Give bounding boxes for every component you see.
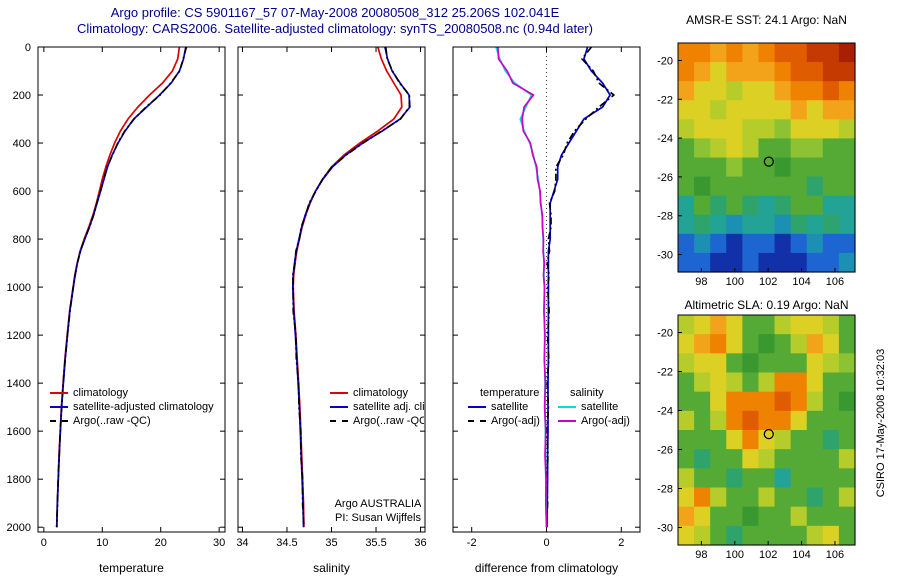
legend-label: Argo(-adj) <box>491 415 540 427</box>
legend-label: Argo(..raw -QC) <box>73 415 151 427</box>
annotation-line1: Argo AUSTRALIA <box>334 498 422 510</box>
legend-difference-salinity: salinity satellite Argo(-adj) <box>558 386 638 428</box>
svg-text:102: 102 <box>759 549 777 561</box>
figure-title-line1: Argo profile: CS 5901167_57 07-May-2008 … <box>110 5 560 20</box>
svg-text:-20: -20 <box>657 328 673 340</box>
svg-text:98: 98 <box>695 549 707 561</box>
svg-text:102: 102 <box>759 276 777 288</box>
svg-text:34: 34 <box>236 537 248 549</box>
argo-line-sample <box>558 420 576 422</box>
climatology-line-sample <box>330 392 348 394</box>
svg-text:-22: -22 <box>657 367 673 379</box>
legend-row: satellite adj. clim. <box>330 400 424 414</box>
svg-text:-22: -22 <box>657 94 673 106</box>
legend-temperature: climatology satellite-adjusted climatolo… <box>50 386 224 428</box>
legend-row: Argo(..raw -QC) <box>50 414 224 428</box>
temperature-axis-label: temperature <box>99 561 164 575</box>
svg-text:-2: -2 <box>467 537 477 549</box>
legend-row: Argo(-adj) <box>468 414 554 428</box>
climatology-line-sample <box>50 392 68 394</box>
svg-text:1600: 1600 <box>7 426 31 438</box>
svg-text:35: 35 <box>325 537 337 549</box>
satellite-line-sample <box>50 406 68 408</box>
svg-text:-30: -30 <box>657 250 673 262</box>
satellite-line-sample <box>468 406 486 408</box>
svg-text:106: 106 <box>826 276 844 288</box>
svg-text:104: 104 <box>792 549 810 561</box>
svg-text:-28: -28 <box>657 483 673 495</box>
legend-label: Argo(..raw -QC) <box>353 415 424 427</box>
svg-text:1400: 1400 <box>7 378 31 390</box>
satellite-line-sample <box>558 406 576 408</box>
sst-map-title: AMSR-E SST: 24.1 Argo: NaN <box>686 13 847 27</box>
legend-label: Argo(-adj) <box>581 415 630 427</box>
svg-text:10: 10 <box>96 537 108 549</box>
legend-label: satellite <box>581 401 619 413</box>
watermark-csiro: CSIRO 17-May-2008 10:32:03 <box>875 348 887 498</box>
salinity-axis-label: salinity <box>313 561 350 575</box>
legend-row: Argo(-adj) <box>558 414 638 428</box>
svg-text:200: 200 <box>13 90 31 102</box>
legend-row: climatology <box>330 386 424 400</box>
annotation-line2: PI: Susan Wijffels <box>335 512 421 524</box>
svg-text:100: 100 <box>726 549 744 561</box>
svg-text:100: 100 <box>726 276 744 288</box>
difference-axis-label: difference from climatology <box>474 561 619 575</box>
legend-row: satellite <box>558 400 638 414</box>
svg-text:0: 0 <box>543 537 549 549</box>
svg-text:-24: -24 <box>657 406 673 418</box>
svg-text:2000: 2000 <box>7 522 31 534</box>
svg-text:0: 0 <box>41 537 47 549</box>
satellite-line-sample <box>330 406 348 408</box>
svg-text:-26: -26 <box>657 444 673 456</box>
svg-text:34.5: 34.5 <box>276 537 297 549</box>
svg-text:400: 400 <box>13 138 31 150</box>
legend-difference-temperature: temperature satellite Argo(-adj) <box>468 386 554 428</box>
argo-line-sample <box>330 420 348 422</box>
legend-row: satellite <box>468 400 554 414</box>
argo-line-sample <box>50 420 68 422</box>
legend-row: satellite-adjusted climatology <box>50 400 224 414</box>
svg-text:98: 98 <box>695 276 707 288</box>
svg-text:800: 800 <box>13 234 31 246</box>
svg-text:2: 2 <box>618 537 624 549</box>
argo-line-sample <box>468 420 486 422</box>
svg-text:35.5: 35.5 <box>365 537 386 549</box>
legend-row: Argo(..raw -QC) <box>330 414 424 428</box>
legend-header: temperature <box>480 387 540 399</box>
svg-text:20: 20 <box>155 537 167 549</box>
svg-text:104: 104 <box>792 276 810 288</box>
annotation-argo-australia: Argo AUSTRALIA PI: Susan Wijffels <box>330 497 426 525</box>
legend-label: climatology <box>353 387 409 399</box>
figure-title-line2: Climatology: CARS2006. Satellite-adjuste… <box>77 21 593 36</box>
svg-text:0: 0 <box>25 42 31 54</box>
svg-text:1000: 1000 <box>7 282 31 294</box>
legend-row: climatology <box>50 386 224 400</box>
sla-map-title: Altimetric SLA: 0.19 Argo: NaN <box>684 298 849 312</box>
svg-text:30: 30 <box>213 537 225 549</box>
svg-text:-20: -20 <box>657 55 673 67</box>
legend-label: satellite <box>491 401 529 413</box>
svg-text:1800: 1800 <box>7 474 31 486</box>
svg-text:-24: -24 <box>657 133 673 145</box>
svg-text:36: 36 <box>414 537 426 549</box>
legend-salinity: climatology satellite adj. clim. Argo(..… <box>330 386 424 428</box>
legend-label: satellite-adjusted climatology <box>73 401 214 413</box>
svg-text:106: 106 <box>826 549 844 561</box>
svg-text:-26: -26 <box>657 172 673 184</box>
legend-label: climatology <box>73 387 129 399</box>
svg-text:600: 600 <box>13 186 31 198</box>
legend-header: salinity <box>570 387 604 399</box>
legend-label: satellite adj. clim. <box>353 401 424 413</box>
svg-text:1200: 1200 <box>7 330 31 342</box>
svg-text:-28: -28 <box>657 211 673 223</box>
svg-text:-30: -30 <box>657 522 673 534</box>
